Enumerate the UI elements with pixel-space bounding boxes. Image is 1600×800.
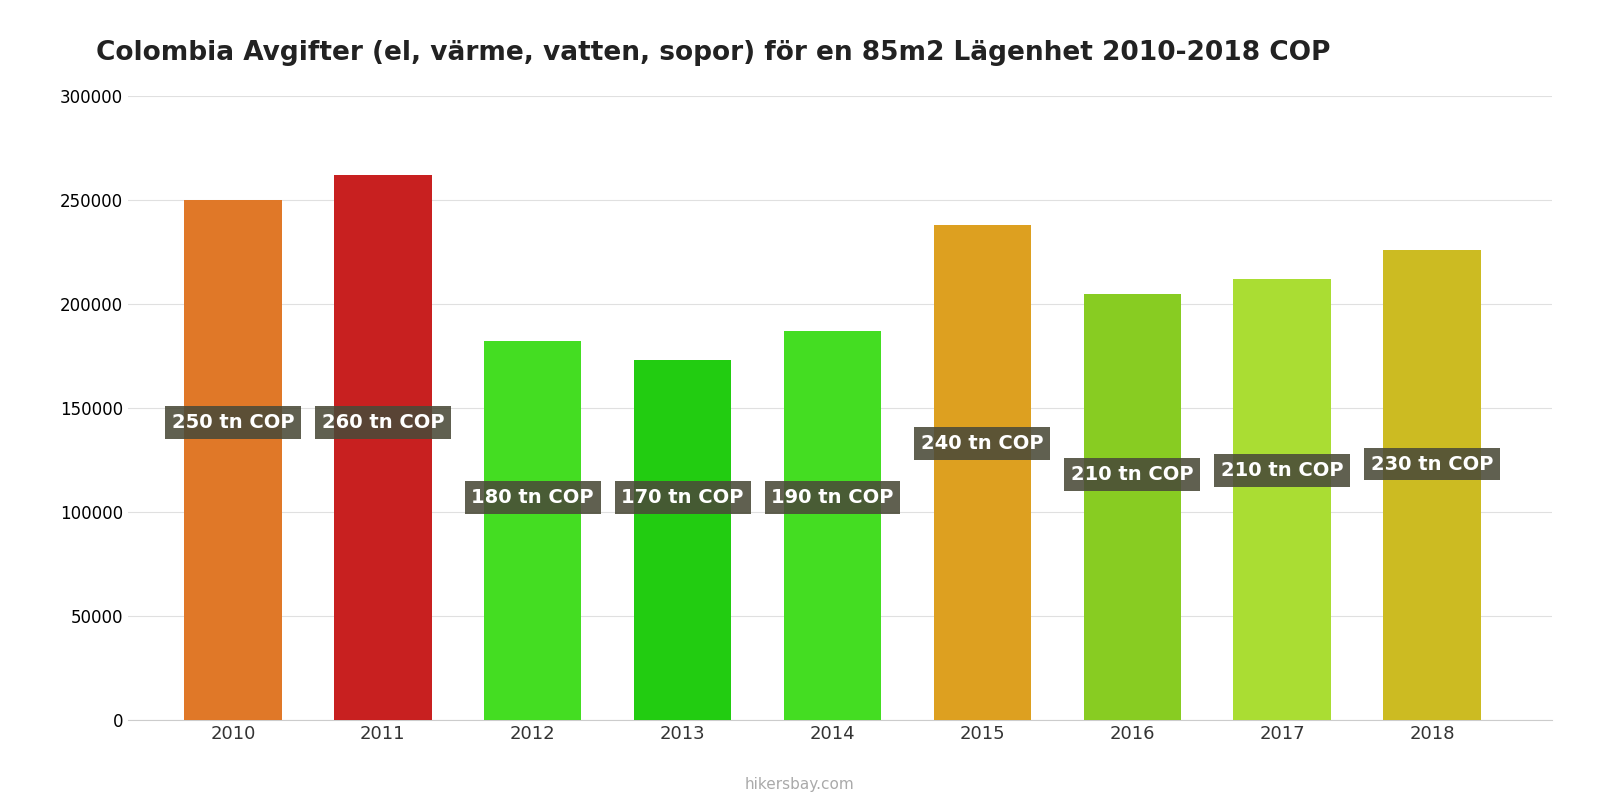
Bar — [1234, 279, 1331, 720]
Bar — [784, 331, 882, 720]
Text: 210 tn COP: 210 tn COP — [1221, 461, 1344, 480]
Text: 260 tn COP: 260 tn COP — [322, 413, 445, 432]
Text: 170 tn COP: 170 tn COP — [621, 488, 744, 507]
Text: 190 tn COP: 190 tn COP — [771, 488, 894, 507]
Bar — [184, 200, 282, 720]
Bar — [485, 342, 581, 720]
Bar — [1384, 250, 1482, 720]
Text: 240 tn COP: 240 tn COP — [922, 434, 1043, 453]
Bar — [934, 225, 1030, 720]
Text: 230 tn COP: 230 tn COP — [1371, 454, 1493, 474]
Text: Colombia Avgifter (el, värme, vatten, sopor) för en 85m2 Lägenhet 2010-2018 COP: Colombia Avgifter (el, värme, vatten, so… — [96, 40, 1331, 66]
Text: 180 tn COP: 180 tn COP — [472, 488, 594, 507]
Text: 250 tn COP: 250 tn COP — [171, 413, 294, 432]
Text: 210 tn COP: 210 tn COP — [1070, 465, 1194, 484]
Bar — [334, 175, 432, 720]
Text: hikersbay.com: hikersbay.com — [746, 777, 854, 792]
Bar — [1083, 294, 1181, 720]
Bar — [634, 360, 731, 720]
